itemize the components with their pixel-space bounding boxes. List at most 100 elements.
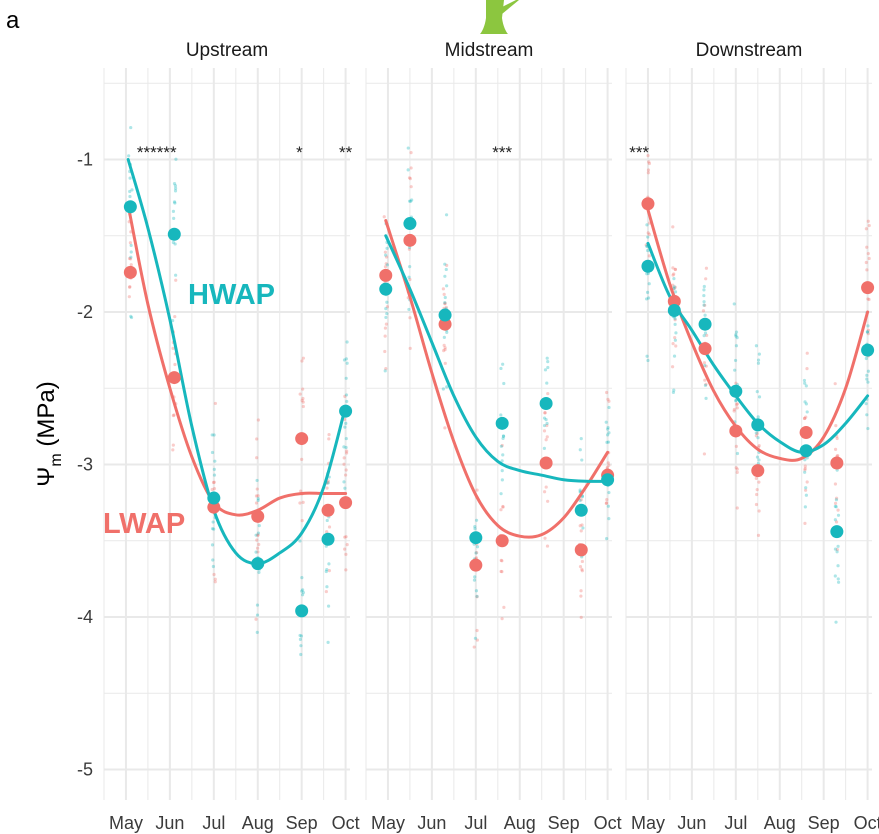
raw-point [866, 252, 870, 256]
raw-point [256, 496, 260, 501]
raw-point [499, 444, 503, 448]
panel-downstream: Downstream May Jun Jul Aug Sep Oct *** [625, 40, 879, 833]
raw-point [324, 589, 328, 594]
raw-point [211, 520, 215, 524]
raw-point [733, 358, 738, 363]
raw-point [672, 354, 677, 358]
raw-point [756, 415, 760, 419]
raw-point [300, 398, 304, 403]
raw-point [171, 240, 175, 245]
raw-point [757, 444, 761, 448]
raw-point [734, 333, 738, 337]
raw-point [735, 470, 739, 474]
x-tick-label: Oct [854, 813, 879, 833]
raw-point [645, 223, 649, 227]
raw-point [343, 425, 347, 429]
raw-point [703, 313, 707, 317]
raw-point [671, 273, 675, 277]
raw-point [674, 331, 678, 335]
raw-point [672, 285, 676, 289]
raw-point [673, 322, 677, 326]
raw-point [671, 390, 676, 395]
raw-point [327, 562, 331, 566]
panel-title: Downstream [696, 40, 803, 61]
raw-point [385, 311, 389, 316]
raw-point [606, 440, 611, 444]
mean-point-hwap [123, 200, 137, 214]
raw-point [213, 577, 217, 581]
mean-point-hwap [861, 343, 875, 357]
raw-point [545, 544, 550, 548]
raw-point [604, 501, 609, 505]
raw-point [257, 542, 261, 547]
mean-point-lwap [729, 424, 743, 438]
x-tick-label: Aug [504, 813, 536, 833]
raw-point [578, 488, 582, 492]
raw-point [605, 537, 609, 541]
raw-point [326, 481, 330, 485]
x-tick-label: May [109, 813, 143, 833]
raw-point [867, 297, 871, 302]
raw-point [343, 547, 347, 551]
y-axis-ticks: -1 -2 -3 -4 -5 [77, 150, 93, 780]
raw-point [406, 168, 410, 172]
panel-label: a [6, 7, 20, 34]
raw-point [344, 552, 348, 556]
raw-point [672, 388, 676, 392]
mean-point-hwap [729, 384, 743, 398]
raw-point [327, 525, 332, 529]
raw-point [299, 489, 303, 493]
raw-point [130, 188, 134, 192]
raw-point [835, 436, 839, 441]
raw-point [210, 433, 214, 437]
raw-point [606, 433, 610, 437]
raw-point [344, 393, 349, 397]
raw-point [606, 461, 610, 465]
raw-point [174, 273, 178, 277]
raw-point [646, 248, 650, 253]
raw-point [211, 564, 215, 569]
raw-point [754, 434, 758, 438]
raw-point [445, 330, 449, 335]
raw-points-hwap [383, 146, 611, 640]
raw-point [408, 346, 412, 350]
raw-point [833, 518, 837, 522]
mean-point-lwap [574, 543, 588, 557]
raw-point [805, 410, 809, 414]
raw-point [499, 413, 503, 417]
raw-point [673, 317, 677, 321]
raw-point [803, 521, 807, 525]
raw-point [255, 630, 259, 634]
raw-point [646, 231, 650, 235]
raw-point [805, 367, 809, 371]
raw-point [409, 185, 413, 189]
raw-point [734, 466, 738, 470]
mean-point-hwap [167, 227, 181, 241]
raw-point [671, 342, 675, 346]
raw-point [803, 505, 807, 509]
raw-point [327, 569, 331, 573]
raw-point [408, 265, 412, 269]
raw-point [803, 466, 807, 471]
raw-point [670, 365, 675, 369]
raw-point [804, 402, 808, 406]
raw-point [301, 404, 305, 409]
raw-point [756, 436, 760, 440]
raw-point [473, 524, 477, 529]
mean-point-hwap [469, 531, 483, 545]
raw-points-lwap [127, 207, 349, 621]
raw-point [128, 189, 132, 194]
mean-point-hwap [339, 404, 353, 418]
raw-point [298, 637, 303, 642]
raw-point [604, 420, 608, 424]
raw-point [546, 499, 550, 503]
raw-point [543, 536, 547, 540]
raw-point [255, 613, 260, 617]
raw-point [702, 288, 706, 292]
raw-point [300, 457, 304, 461]
raw-point [443, 262, 447, 266]
raw-point [210, 450, 215, 455]
raw-point [409, 199, 413, 203]
raw-point [406, 146, 410, 150]
raw-point [298, 392, 302, 396]
